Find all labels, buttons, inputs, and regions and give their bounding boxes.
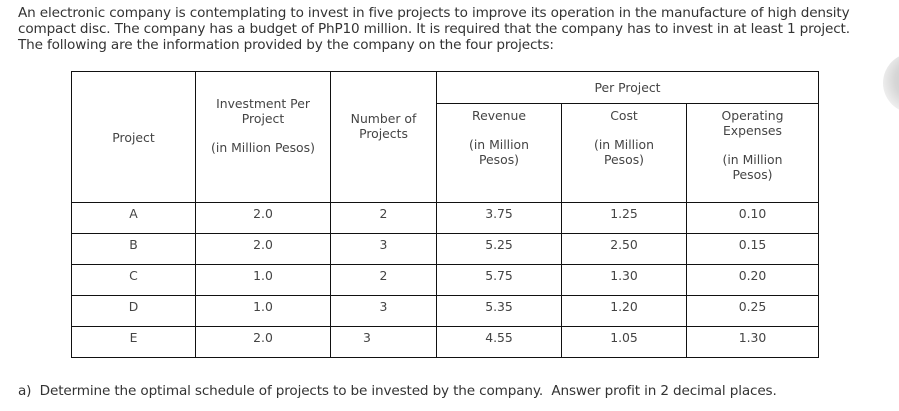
cell-revenue: 5.75 <box>436 264 562 296</box>
header-investment: Investment Per Project (in Million Pesos… <box>195 71 331 203</box>
cell-cost: 1.30 <box>561 264 687 296</box>
table-row: E 2.0 3 4.55 1.05 1.30 <box>71 326 819 358</box>
header-cost-label: Cost <box>610 108 638 123</box>
cell-investment: 2.0 <box>195 326 331 358</box>
cell-opex: 0.10 <box>686 202 819 234</box>
header-cost-unit-1: (in Million <box>594 137 654 152</box>
projects-table: Project Investment Per Project (in Milli… <box>71 71 819 358</box>
question-a: a) Determine the optimal schedule of pro… <box>18 383 777 399</box>
cell-project: C <box>71 264 196 296</box>
header-investment-unit: (in Million Pesos) <box>211 140 315 155</box>
cell-revenue: 5.35 <box>436 295 562 327</box>
header-revenue-unit-1: (in Million <box>469 137 529 152</box>
cell-revenue: 5.25 <box>436 233 562 265</box>
header-revenue-unit-2: Pesos) <box>479 152 519 167</box>
header-cost: Cost (in Million Pesos) <box>561 103 687 203</box>
cell-investment: 2.0 <box>195 202 331 234</box>
cell-investment: 1.0 <box>195 295 331 327</box>
cell-revenue: 3.75 <box>436 202 562 234</box>
cell-number: 2 <box>330 264 437 296</box>
cell-project: D <box>71 295 196 327</box>
header-revenue: Revenue (in Million Pesos) <box>436 103 562 203</box>
header-number: Number of Projects <box>330 71 437 203</box>
intro-line-2: compact disc. The company has a budget o… <box>18 21 850 37</box>
cell-investment: 2.0 <box>195 233 331 265</box>
header-investment-line1: Investment Per <box>216 96 310 111</box>
cell-project: B <box>71 233 196 265</box>
header-number-line2: Projects <box>359 126 408 141</box>
cell-opex: 0.25 <box>686 295 819 327</box>
header-number-line1: Number of <box>350 111 417 126</box>
table-subheader-row: Revenue (in Million Pesos) Cost (in Mill… <box>72 103 819 203</box>
cell-cost: 1.20 <box>561 295 687 327</box>
header-operating-expenses: Operating Expenses (in Million Pesos) <box>686 103 819 203</box>
table-row: C 1.0 2 5.75 1.30 0.20 <box>71 264 819 296</box>
header-per-project: Per Project <box>436 71 819 104</box>
scroll-indicator-circle <box>883 53 899 113</box>
table-row: A 2.0 2 3.75 1.25 0.10 <box>71 202 819 234</box>
header-cost-unit-2: Pesos) <box>604 152 644 167</box>
cell-project: E <box>71 326 196 358</box>
cell-project: A <box>71 202 196 234</box>
cell-revenue: 4.55 <box>436 326 562 358</box>
header-opex-unit-1: (in Million <box>722 152 783 167</box>
cell-number: 3 <box>330 233 437 265</box>
intro-line-3: The following are the information provid… <box>18 37 554 53</box>
table-row: B 2.0 3 5.25 2.50 0.15 <box>71 233 819 265</box>
table-header-row: Project Investment Per Project (in Milli… <box>71 71 819 203</box>
header-project-label: Project <box>112 129 155 145</box>
header-opex-line2: Expenses <box>722 123 783 138</box>
cell-cost: 1.25 <box>561 202 687 234</box>
cell-opex: 0.15 <box>686 233 819 265</box>
cell-number: 3 <box>330 326 437 358</box>
intro-line-1: An electronic company is contemplating t… <box>18 5 850 21</box>
table-row: D 1.0 3 5.35 1.20 0.25 <box>71 295 819 327</box>
cell-opex: 0.20 <box>686 264 819 296</box>
header-opex-unit-2: Pesos) <box>732 167 773 182</box>
header-project: Project <box>71 71 196 203</box>
header-revenue-label: Revenue <box>472 108 526 123</box>
cell-investment: 1.0 <box>195 264 331 296</box>
header-investment-line2: Project <box>241 111 285 126</box>
cell-cost: 2.50 <box>561 233 687 265</box>
header-per-project-label: Per Project <box>594 80 661 95</box>
cell-number: 2 <box>330 202 437 234</box>
header-opex-line1: Operating <box>721 108 784 123</box>
cell-opex: 1.30 <box>686 326 819 358</box>
cell-cost: 1.05 <box>561 326 687 358</box>
cell-number: 3 <box>330 295 437 327</box>
problem-statement: An electronic company is contemplating t… <box>18 5 898 53</box>
